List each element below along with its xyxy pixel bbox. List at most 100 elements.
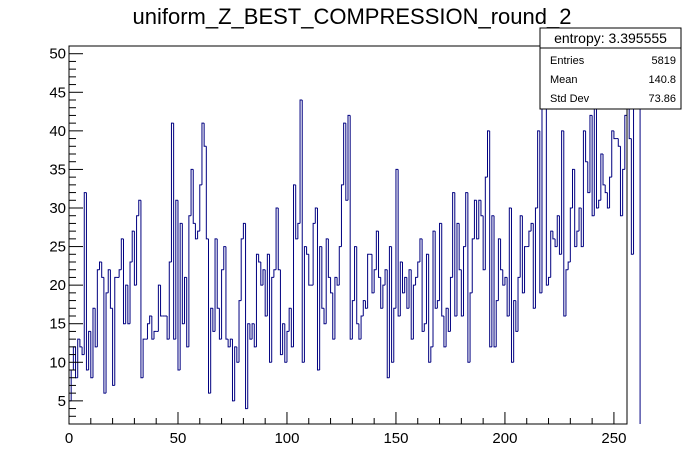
histogram-bin [397,169,401,317]
histogram-bin [242,222,246,239]
histogram-bin [399,261,403,316]
histogram-bin [266,253,270,316]
histogram-bin [465,192,468,247]
histogram-bin [129,261,133,324]
histogram-bin [578,207,582,232]
histogram-bin [595,84,599,209]
histogram-bin [214,238,218,332]
histogram-bin [356,246,359,325]
histogram-bin [181,223,185,325]
x-tick-label: 200 [492,430,517,447]
y-tick-label: 15 [49,316,66,333]
histogram-bin [290,308,294,348]
histogram-bin [421,238,425,332]
histogram-bin [395,168,399,309]
histogram-bin [502,269,505,286]
histogram-bin [556,215,560,247]
histogram-bin [186,277,189,348]
histogram-bin [386,269,390,379]
histogram-bin [170,122,174,262]
histogram-bin [624,114,627,170]
histogram-bin [530,222,534,232]
histogram-bin [288,307,292,332]
histogram-bin [336,277,340,286]
histogram-bin [415,276,418,286]
histogram-bin [521,215,525,294]
histogram-bin [408,269,412,309]
histogram-bin [229,338,233,347]
histogram-bin [282,323,285,355]
histogram-bin [125,284,128,324]
histogram-bin [561,130,564,255]
y-tick-label: 20 [49,277,66,294]
stats-mean-value: 140.8 [648,74,676,86]
histogram-bin [574,169,577,248]
histogram-bin [484,176,488,270]
histogram-bin [255,253,259,347]
histogram-bin [316,208,320,371]
histogram-bin [354,246,357,301]
histogram-bin [114,276,117,386]
histogram-bin [101,262,104,278]
histogram-bin [572,168,575,208]
histogram-bin [513,300,516,363]
histogram-bin [567,261,571,270]
histogram-bin [375,230,379,270]
histogram-bin [332,292,335,340]
histogram-bin [277,208,281,271]
histogram-bin [238,300,242,363]
histogram-bin [312,222,316,286]
histogram-bin [146,323,150,340]
histogram-bin [327,238,331,278]
y-tick-label: 45 [49,84,66,101]
histogram-bin [371,254,375,294]
histogram-bin [504,276,508,286]
histogram-bin [260,262,263,286]
histogram-bin [212,308,216,332]
histogram-bin [491,215,495,347]
histogram-bin [487,130,490,178]
histogram-bin [247,323,250,409]
histogram-bin [103,277,107,394]
histogram-bin [423,323,427,332]
histogram-bin [301,100,305,363]
histogram-bin [622,168,625,216]
histogram-bin [325,238,329,324]
y-tick-label: 25 [49,239,66,256]
histogram-bin [447,308,451,332]
histogram-bin [609,176,612,208]
y-tick-label: 50 [49,46,66,63]
histogram-bin [218,308,222,340]
histogram-bin [349,115,353,340]
histogram-bin [598,199,601,208]
histogram-bin [463,246,466,316]
histogram-bin [600,153,604,201]
histogram-bin [425,253,429,324]
histogram-bin [199,184,202,232]
histogram-bin [410,269,414,340]
histogram-bin [534,207,538,309]
histogram-bin [493,215,497,348]
x-tick-label: 50 [170,430,187,447]
histogram-bin [201,122,205,185]
histogram-bin [166,316,170,340]
y-tick-label: 40 [49,123,66,140]
y-tick-label: 10 [49,354,66,371]
histogram-bin [92,307,96,378]
histogram-bin [458,223,462,271]
histogram-bin [120,238,124,270]
histogram-bin [417,261,420,278]
histogram-bin [99,261,102,270]
histogram-bin [441,223,444,317]
histogram-bin [347,114,351,201]
histogram-bin [497,238,501,301]
histogram-bin [380,277,383,309]
histogram-bin [343,122,346,185]
histogram-bin [345,123,348,201]
histogram-bin [633,99,636,255]
histogram-bin [299,99,303,224]
histogram-bin [388,246,392,378]
histogram-bin [500,238,503,271]
histogram-bin [293,184,296,347]
histogram-bin [428,254,431,363]
